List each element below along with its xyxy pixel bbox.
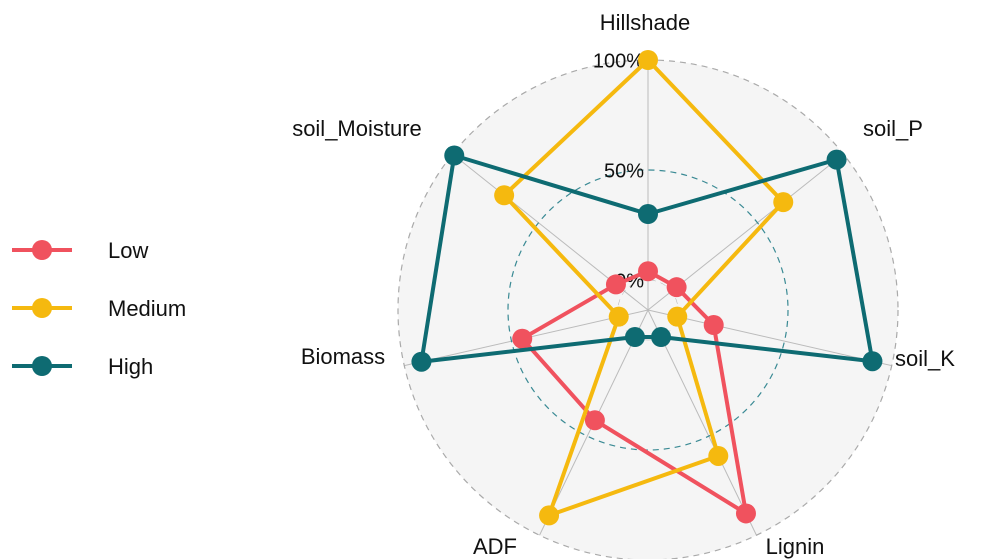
point <box>411 351 432 372</box>
point <box>638 204 658 224</box>
point <box>638 50 658 70</box>
axis-label: soil_K <box>895 346 955 371</box>
axis-label: Hillshade <box>600 10 691 35</box>
grid-circle <box>507 169 789 451</box>
tick-label: 50% <box>604 160 644 182</box>
series-line <box>419 153 875 364</box>
point <box>862 351 883 372</box>
series-line <box>502 58 786 518</box>
point <box>666 277 687 298</box>
axis-label: soil_P <box>863 116 923 141</box>
point <box>735 503 756 524</box>
axis-label: Lignin <box>766 534 825 559</box>
point <box>638 261 658 282</box>
point <box>605 274 626 295</box>
point <box>703 314 724 335</box>
axis-label: Biomass <box>301 344 385 369</box>
axis-label: soil_Moisture <box>292 116 422 141</box>
point <box>624 327 645 348</box>
point <box>708 445 729 466</box>
point <box>608 306 629 327</box>
point <box>773 192 794 213</box>
legend-marker <box>32 298 52 318</box>
point <box>512 328 533 349</box>
point <box>584 410 605 431</box>
point <box>494 185 515 206</box>
legend-label: High <box>108 354 153 379</box>
legend-marker <box>32 240 52 260</box>
axis-line <box>647 309 757 536</box>
legend-marker <box>32 356 52 376</box>
point <box>667 306 688 327</box>
point <box>826 149 847 170</box>
point <box>651 327 672 348</box>
axis-label: ADF <box>473 534 517 559</box>
axis-line <box>647 309 892 367</box>
point <box>444 145 465 166</box>
legend-label: Medium <box>108 296 186 321</box>
tick-label: 100% <box>593 50 644 72</box>
point <box>539 505 560 526</box>
legend-label: Low <box>108 238 148 263</box>
